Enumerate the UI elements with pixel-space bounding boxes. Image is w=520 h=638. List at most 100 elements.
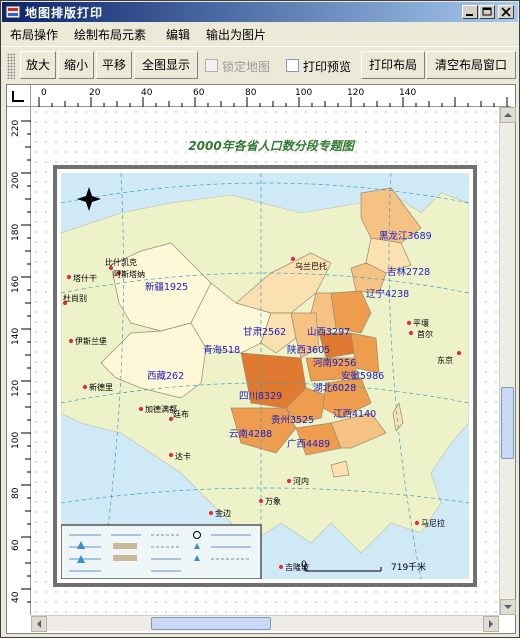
menu-draw-elements[interactable]: 绘制布局元素 [74, 28, 147, 42]
city-islamabad: 伊斯兰堡 [75, 336, 107, 346]
vertical-scrollbar[interactable] [499, 107, 516, 615]
h-tick-140: 140 [399, 88, 416, 98]
map-title[interactable]: 2000年各省人口数分段专题图 [188, 139, 354, 153]
city-vientiane: 万象 [265, 496, 281, 506]
scroll-up-button[interactable] [500, 107, 516, 123]
label-jilin: 吉林2728 [387, 266, 430, 278]
label-sichuan: 四川8329 [239, 391, 282, 402]
menu-bar: 布局操作 绘制布局元素 编辑 输出为图片 [2, 23, 518, 45]
close-icon [501, 7, 511, 17]
ruler-corner[interactable] [7, 85, 31, 107]
pan-button[interactable]: 平移 [96, 51, 132, 79]
scale-right-label: 719千米 [391, 561, 426, 573]
lock-map-checkbox[interactable]: 锁定地图 [205, 58, 281, 74]
lock-map-box [205, 59, 218, 72]
province-yunnan [230, 407, 297, 454]
city-manila: 马尼拉 [421, 518, 445, 528]
city-phnom-penh: 金边 [215, 508, 231, 518]
city-thimphu: 廷布 [173, 409, 189, 419]
city-new-delhi: 新德里 [89, 382, 113, 392]
label-guizhou: 贵州3525 [271, 414, 314, 426]
city-dhaka: 达卡 [175, 451, 191, 461]
horizontal-ruler-ticks: 0 20 40 60 80 100 120 140 [38, 88, 508, 107]
map-frame[interactable]: 黑龙江3689 吉林2728 辽宁4238 新疆1925 甘肃2562 山西32… [53, 165, 477, 587]
menu-edit[interactable]: 编辑 [166, 28, 191, 42]
city-kathmandu: 加德满都 [145, 404, 177, 414]
v-tick-40: 40 [11, 591, 21, 603]
city-seoul: 首尔 [417, 329, 433, 339]
arrow-up-icon [504, 113, 512, 117]
lock-map-label: 锁定地图 [222, 60, 271, 74]
province-hebei-shandong [330, 290, 372, 334]
v-tick-100: 100 [11, 432, 21, 449]
province-anhui-jiangsu [350, 332, 380, 374]
city-bishkek: 比什凯克 [105, 257, 137, 267]
label-xizang: 西藏262 [147, 370, 184, 382]
layout-canvas[interactable]: 2000年各省人口数分段专题图 [31, 107, 499, 615]
menu-layout-ops[interactable]: 布局操作 [10, 28, 59, 42]
horizontal-ruler: 0 20 40 60 80 100 120 140 [31, 85, 511, 107]
province-heilongjiang [360, 187, 422, 244]
v-tick-220: 220 [11, 120, 21, 137]
scroll-right-button[interactable] [483, 616, 499, 632]
h-tick-80: 80 [245, 88, 257, 98]
label-shaanxi: 陕西3605 [287, 344, 330, 356]
arrow-right-icon [489, 620, 493, 628]
label-heilongjiang: 黑龙江3689 [379, 230, 432, 242]
h-tick-20: 20 [89, 88, 101, 98]
full-extent-button[interactable]: 全图显示 [134, 51, 198, 79]
city-dushanbe: 杜尚别 [63, 293, 87, 303]
toolbar-grip[interactable] [7, 53, 15, 79]
scroll-down-button[interactable] [500, 599, 516, 615]
label-qinghai: 青海518 [203, 344, 240, 356]
arrow-left-icon [37, 620, 41, 628]
title-bar[interactable]: 地图排版打印 [2, 2, 518, 22]
label-anhui: 安徽5986 [341, 370, 384, 382]
province-guangdong-fujian [330, 412, 387, 449]
print-preview-box [286, 59, 299, 72]
v-tick-60: 60 [11, 539, 21, 551]
zoom-in-button[interactable]: 放大 [20, 51, 56, 79]
label-xinjiang: 新疆1925 [145, 281, 188, 293]
print-preview-checkbox[interactable]: 打印预览 [286, 58, 360, 74]
v-tick-160: 160 [11, 276, 21, 293]
v-tick-200: 200 [11, 172, 21, 189]
maximize-button[interactable] [479, 5, 495, 19]
scale-bar: 0 719千米 [301, 560, 426, 573]
province-hubei [305, 357, 357, 382]
minimize-icon [466, 14, 473, 16]
province-xizang [100, 322, 207, 399]
horizontal-scroll-thumb[interactable] [151, 617, 271, 630]
print-layout-button[interactable]: 打印布局 [361, 51, 425, 79]
scroll-left-button[interactable] [31, 616, 47, 632]
horizontal-scrollbar[interactable] [31, 615, 499, 632]
v-tick-140: 140 [11, 328, 21, 345]
v-tick-80: 80 [11, 487, 21, 499]
h-tick-120: 120 [347, 88, 364, 98]
vertical-scroll-thumb[interactable] [501, 387, 514, 459]
province-hainan [330, 460, 350, 478]
layout-workspace: 0 20 40 60 80 100 120 140 220 200 180 16… [6, 84, 516, 634]
china-population-map: 黑龙江3689 吉林2728 辽宁4238 新疆1925 甘肃2562 山西32… [61, 173, 469, 579]
north-arrow-icon [77, 187, 101, 211]
label-hubei: 湖北6028 [313, 383, 356, 394]
ruler-corner-icon [12, 91, 24, 102]
print-preview-label: 打印预览 [303, 60, 352, 74]
h-tick-100: 100 [295, 88, 312, 98]
map-legend [61, 524, 262, 579]
label-yunnan: 云南4288 [229, 428, 272, 440]
city-astana: 阿斯塔纳 [113, 269, 145, 279]
label-jiangxi: 江西4140 [333, 409, 376, 420]
window-title: 地图排版打印 [25, 6, 104, 20]
zoom-out-button[interactable]: 缩小 [58, 51, 94, 79]
arrow-down-icon [504, 605, 512, 609]
h-tick-0: 0 [41, 88, 47, 98]
city-hanoi: 河内 [293, 476, 309, 486]
menu-export-image[interactable]: 输出为图片 [206, 28, 267, 42]
clear-layout-button[interactable]: 清空布局窗口 [426, 51, 516, 79]
minimize-button[interactable] [462, 5, 478, 19]
close-button[interactable] [498, 5, 514, 19]
label-guangxi: 广西4489 [287, 438, 330, 450]
province-jilin [365, 237, 412, 274]
